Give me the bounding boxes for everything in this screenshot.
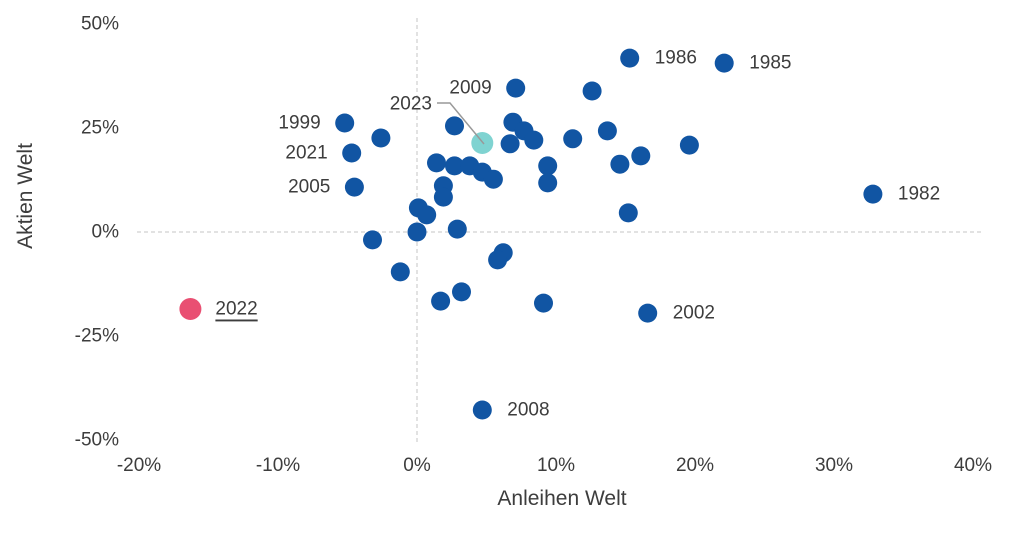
y-tick-label: 0% [92,222,120,243]
y-axis-title: Aktien Welt [14,143,37,249]
data-point-1985 [714,53,734,73]
point-label-2009: 2009 [449,78,491,99]
data-point [427,153,446,173]
data-point [452,282,471,302]
data-point-2021 [342,143,362,163]
data-point [524,130,544,150]
point-label-1986: 1986 [655,48,697,69]
point-label-2023: 2023 [390,94,432,115]
generated-chart-layers: 50% 25% 0% -25% -50% -20% -10% 0% 10% 20% 30% 40% 19… [75,14,992,477]
y-tick-label: -50% [75,430,119,451]
data-point [679,135,699,155]
x-tick-label: 0% [403,455,431,476]
y-tick-label: 25% [81,118,119,139]
data-point-1982 [863,184,883,204]
data-point [371,128,391,148]
data-point [538,173,558,193]
data-point [483,169,503,189]
point-label-2008: 2008 [507,400,549,421]
data-point [488,250,508,270]
x-tick-label: 40% [954,455,992,476]
data-point [597,121,617,141]
data-point [534,293,553,313]
data-point [407,222,427,242]
data-point [500,134,520,154]
point-label-1999: 1999 [278,113,320,134]
data-point [417,205,437,225]
data-point [631,146,651,166]
data-point [447,219,467,239]
data-point [582,81,602,101]
x-tick-label: 30% [815,455,853,476]
data-point [363,230,382,250]
leader-line-2023 [437,102,485,145]
data-point-2009 [506,78,526,98]
data-point-2002 [638,303,658,323]
data-point-2005 [344,177,364,197]
point-label-1985: 1985 [749,53,791,74]
data-point [431,291,451,311]
x-tick-label: 20% [676,455,714,476]
data-point [445,116,464,136]
data-point [538,156,558,176]
data-point [390,262,410,282]
x-tick-label: -20% [117,455,161,476]
data-point [610,154,630,174]
y-tick-label: -25% [75,326,119,347]
data-point-1999 [335,113,355,133]
point-label-2002: 2002 [673,303,715,324]
x-axis-title: Anleihen Welt [497,487,626,510]
point-label-2022: 2022 [215,299,257,320]
data-point [618,203,638,223]
data-point-2022 [179,298,202,320]
x-tick-label: 10% [537,455,575,476]
data-point [445,156,464,176]
x-tick-label: -10% [256,455,300,476]
point-label-2005: 2005 [288,177,330,198]
data-point-1986 [620,48,640,68]
point-label-1982: 1982 [898,184,940,205]
y-tick-label: 50% [81,14,119,35]
data-point [433,187,453,207]
data-point [563,129,583,149]
point-label-2021: 2021 [285,143,327,164]
data-point-2008 [472,400,492,420]
